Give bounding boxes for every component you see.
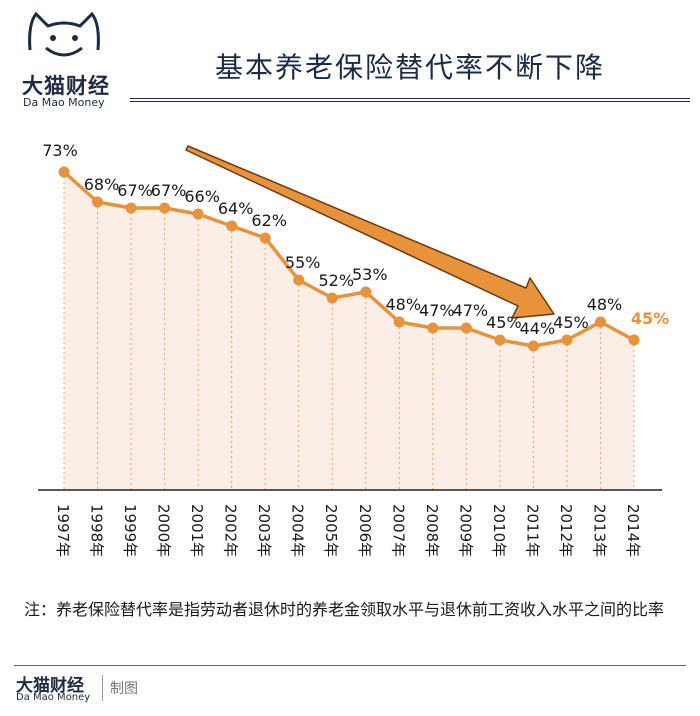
data-label: 52% — [318, 271, 354, 290]
x-tick-label: 2008年 — [423, 504, 441, 557]
data-point — [326, 292, 338, 304]
chart-title: 基本养老保险替代率不断下降 — [214, 51, 605, 84]
footer-brand: 大猫财经 — [16, 676, 84, 696]
data-point — [259, 232, 271, 244]
line-chart: 73%68%67%67%66%64%62%55%52%53%48%47%47%4… — [38, 141, 669, 557]
data-point — [427, 322, 439, 334]
data-point — [494, 334, 506, 346]
data-label: 64% — [218, 199, 254, 218]
x-tick-label: 2007年 — [389, 504, 407, 557]
trend-arrow — [185, 145, 555, 319]
footer-rule — [14, 665, 686, 666]
x-tick-label: 2005年 — [322, 504, 340, 557]
data-label: 53% — [352, 265, 388, 284]
data-label: 73% — [42, 141, 78, 160]
x-tick-label: 2014年 — [624, 504, 642, 557]
x-tick-label: 2002年 — [222, 504, 240, 557]
data-label: 47% — [419, 301, 455, 320]
data-label: 48% — [587, 295, 623, 314]
data-label: 62% — [251, 211, 287, 230]
data-point — [159, 202, 171, 214]
data-label: 47% — [453, 301, 489, 320]
data-point — [125, 202, 137, 214]
data-point — [393, 316, 405, 328]
footnote: 注：养老保险替代率是指劳动者退休时的养老金领取水平与退休前工资收入水平之间的比率 — [24, 600, 665, 619]
cat-face-icon — [28, 11, 100, 57]
data-point — [226, 220, 238, 232]
x-tick-label: 2001年 — [188, 504, 206, 557]
brand-logo: 大猫财经 Da Mao Money — [10, 10, 120, 109]
x-tick-label: 1998年 — [88, 504, 106, 557]
data-label: 45% — [631, 309, 669, 328]
series-line — [62, 170, 635, 348]
data-point — [628, 334, 640, 346]
data-label: 44% — [520, 319, 556, 338]
x-tick-label: 2010年 — [490, 504, 508, 557]
footer-brand-en: Da Mao Money — [16, 692, 91, 703]
data-point — [92, 196, 104, 208]
data-point — [460, 322, 472, 334]
x-tick-label: 2013年 — [590, 504, 608, 557]
title-rule — [130, 98, 690, 99]
data-label: 66% — [184, 187, 220, 206]
x-tick-label: 2012年 — [557, 504, 575, 557]
x-tick-label: 1999年 — [121, 504, 139, 557]
data-label: 45% — [486, 313, 522, 332]
data-point — [293, 274, 305, 286]
x-tick-label: 2000年 — [155, 504, 173, 557]
footer-separator — [102, 675, 103, 701]
data-label: 67% — [117, 181, 153, 200]
data-label: 67% — [151, 181, 187, 200]
data-point — [527, 340, 539, 352]
x-tick-label: 2004年 — [289, 504, 307, 557]
data-point — [561, 334, 573, 346]
data-label: 55% — [285, 253, 321, 272]
data-label: 68% — [84, 175, 120, 194]
data-point — [58, 166, 70, 178]
brand-name: 大猫财经 — [22, 74, 110, 98]
data-label: 48% — [386, 295, 422, 314]
x-tick-label: 2009年 — [456, 504, 474, 557]
x-tick-label: 1997年 — [54, 504, 72, 557]
x-tick-label: 2003年 — [255, 504, 273, 557]
data-label: 45% — [553, 313, 589, 332]
title-rule-secondary — [130, 101, 690, 102]
data-point — [594, 316, 606, 328]
data-point — [192, 208, 204, 220]
x-tick-label: 2006年 — [356, 504, 374, 557]
area-fill — [64, 172, 634, 490]
data-point — [360, 286, 372, 298]
x-tick-label: 2011年 — [523, 504, 541, 557]
brand-name-en: Da Mao Money — [23, 96, 105, 109]
footer-made-by: 制图 — [110, 681, 138, 697]
